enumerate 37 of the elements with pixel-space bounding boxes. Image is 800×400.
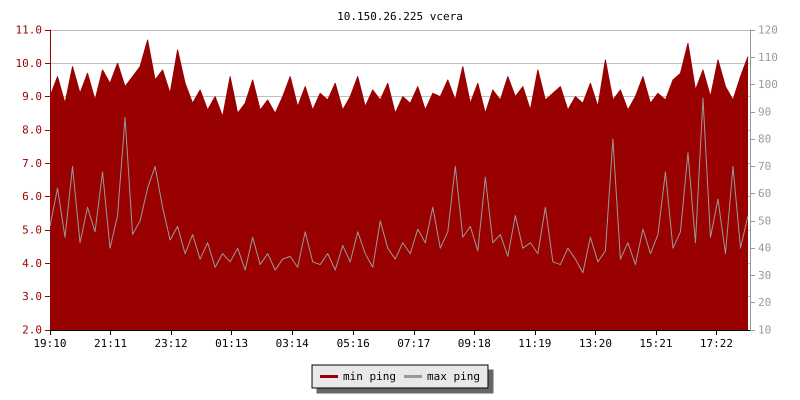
y2-tick-label: 120 — [758, 24, 778, 36]
y-tick-label: 9.0 — [22, 90, 42, 104]
y2-tick-label: 20 — [758, 296, 772, 310]
y2-tick-label: 50 — [758, 214, 772, 228]
y2-tick-label: 80 — [758, 132, 772, 146]
x-tick-label: 21:11 — [94, 337, 128, 350]
x-tick-label: 01:13 — [215, 337, 248, 350]
y2-tick-label: 10 — [758, 324, 772, 336]
y2-tick-label: 60 — [758, 187, 772, 200]
x-tick-label: 09:18 — [458, 337, 491, 350]
x-tick-label: 19:10 — [33, 337, 67, 350]
legend-label: min ping — [343, 370, 396, 383]
x-tick-label: 17:22 — [700, 337, 734, 350]
y2-tick-label: 40 — [758, 242, 772, 255]
y2-tick-label: 100 — [758, 78, 778, 92]
y-tick-label: 4.0 — [22, 256, 42, 270]
y2-tick-label: 30 — [758, 268, 772, 282]
x-tick-label: 05:16 — [336, 337, 370, 350]
y-tick-label: 3.0 — [22, 290, 42, 304]
y-tick-label: 7.0 — [22, 156, 42, 170]
y-tick-label: 6.0 — [22, 190, 42, 204]
y-tick-label: 10.0 — [16, 56, 42, 70]
y2-tick-label: 70 — [758, 160, 772, 173]
x-tick-label: 13:20 — [578, 337, 612, 350]
chart-title: 10.150.26.225 vcera — [337, 10, 463, 23]
x-tick-label: 15:21 — [639, 337, 672, 350]
x-tick-label: 07:17 — [397, 337, 430, 350]
y-tick-label: 5.0 — [22, 224, 42, 236]
y-tick-label: 11.0 — [16, 24, 42, 36]
y-tick-label: 2.0 — [22, 324, 42, 336]
y-tick-label: 8.0 — [22, 124, 42, 136]
x-tick-label: 23:12 — [154, 337, 188, 350]
x-tick-label: 03:14 — [276, 337, 310, 350]
x-tick-label: 11:19 — [518, 337, 552, 350]
y2-tick-label: 110 — [758, 50, 778, 64]
legend-label: max ping — [427, 370, 480, 383]
y2-tick-label: 90 — [758, 105, 772, 118]
